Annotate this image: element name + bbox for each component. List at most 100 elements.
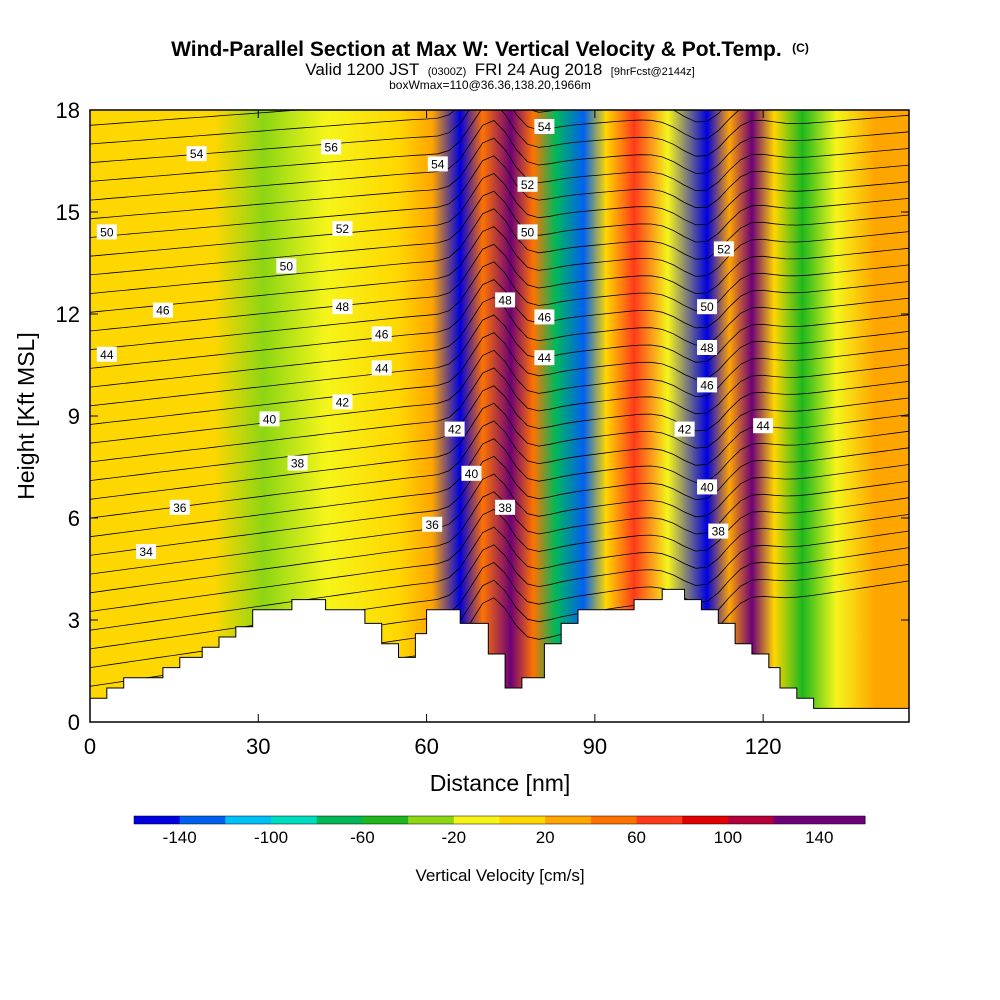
copyright-mark: (C)	[792, 41, 809, 55]
y-tick-label: 6	[68, 506, 80, 531]
colorbar-swatch	[316, 816, 363, 824]
isentrope-line	[90, 314, 909, 407]
isentrope-line	[90, 261, 909, 351]
svg-text:Wind-Parallel Section at Max W: Wind-Parallel Section at Max W: Vertical…	[171, 38, 809, 61]
colorbar-swatch	[590, 816, 638, 824]
contour-label-text: 52	[336, 222, 350, 236]
x-tick-label: 90	[583, 734, 607, 759]
colorbar-swatch	[271, 816, 318, 824]
isentrope-line	[90, 226, 909, 313]
contour-label: 48	[495, 292, 516, 308]
colorbar-swatch	[819, 816, 866, 824]
y-tick-label: 12	[56, 302, 80, 327]
contour-label-text: 44	[375, 361, 389, 375]
contour-label: 42	[674, 421, 695, 437]
x-axis-label: Distance [nm]	[430, 770, 571, 796]
contour-label-text: 42	[678, 423, 692, 437]
contour-label-bg	[444, 421, 465, 437]
colorbar-tick-label: -100	[254, 828, 288, 847]
contour-label: 48	[697, 340, 718, 355]
chart-title: Wind-Parallel Section at Max W: Vertical…	[171, 38, 782, 61]
x-axis-ticks: 0 30 60 90 120	[84, 110, 782, 759]
colorbar-frame	[133, 815, 866, 825]
x-tick-label: 120	[745, 734, 782, 759]
isentrope-line	[90, 347, 909, 444]
contour-label-bg	[674, 421, 695, 437]
contour-label-bg	[427, 156, 448, 172]
y-tick-label: 3	[68, 608, 80, 633]
contour-label: 46	[152, 302, 173, 318]
terrain-mask	[90, 588, 909, 722]
contour-label-text: 42	[336, 395, 350, 409]
colorbar-swatch	[408, 816, 455, 824]
contour-label-bg	[495, 292, 516, 308]
colorbar-swatch	[453, 816, 500, 824]
contour-label: 40	[259, 411, 280, 427]
y-tick-label: 18	[56, 98, 80, 123]
colorbar-tick-label: -60	[350, 828, 375, 847]
isentrope-line	[90, 364, 909, 463]
forecast-label: [9hrFcst@2144z]	[611, 66, 695, 78]
contour-label-bg	[259, 411, 280, 427]
contour-label-text: 50	[700, 300, 714, 314]
title-block: Wind-Parallel Section at Max W: Vertical…	[171, 38, 809, 92]
contour-label-bg	[461, 465, 482, 481]
contour-label-text: 44	[538, 351, 552, 365]
contour-label-bg	[96, 346, 117, 362]
contour-label-text: 48	[498, 293, 512, 307]
contour-label-bg	[186, 146, 207, 162]
contour-label-bg	[332, 299, 353, 315]
colorbar-swatch	[225, 816, 272, 824]
isentrope-line	[90, 137, 909, 220]
isentrope-line	[90, 514, 909, 631]
isentrope-line	[90, 110, 909, 182]
contour-label-bg	[152, 302, 173, 318]
contour-label-bg	[332, 221, 353, 236]
contour-label-bg	[713, 241, 734, 257]
contour-label-text: 50	[280, 259, 294, 273]
contour-label-bg	[697, 479, 718, 495]
colorbar-swatch	[545, 816, 592, 824]
contour-label-bg	[534, 119, 555, 134]
contour-label-text: 46	[375, 327, 389, 341]
contour-label-bg	[169, 499, 190, 515]
contour-label-bg	[517, 224, 538, 240]
contour-label: 44	[96, 346, 117, 362]
contour-label-bg	[371, 360, 392, 376]
contour-label-text: 46	[538, 310, 552, 324]
contour-label-bg	[697, 340, 718, 355]
colorbar-swatch	[682, 816, 729, 824]
isentrope-line	[90, 279, 909, 369]
valid-time-label: Valid 1200 JST	[305, 60, 419, 79]
contour-labels: 54 56 50 52 50 46 48 44 46 44 42 40 38 36 34 36 54 52 50 54…	[96, 119, 774, 559]
contour-label-bg	[534, 309, 555, 325]
contour-label-text: 54	[431, 157, 445, 171]
isentrope-line	[90, 464, 909, 575]
contour-label-bg	[332, 394, 353, 410]
contour-label-text: 36	[173, 501, 187, 515]
isentrope-line	[90, 380, 909, 481]
contour-label: 38	[287, 455, 308, 471]
contour-label-bg	[697, 377, 718, 393]
colorbar-tick-label: -140	[163, 828, 197, 847]
contour-label-bg	[136, 544, 157, 559]
colorbar-swatch	[362, 816, 409, 824]
contour-label-text: 42	[448, 423, 462, 437]
contour-label-text: 46	[156, 304, 170, 318]
y-tick-label: 0	[68, 710, 80, 735]
plot-area: 54 56 50 52 50 46 48 44 46 44 42 40 38 36 34 36 54 52 50 54…	[90, 110, 909, 722]
isentrope-line	[90, 208, 909, 294]
contour-label-text: 54	[538, 120, 552, 134]
contour-label-text: 36	[426, 518, 440, 532]
contour-label-bg	[697, 299, 718, 315]
contour-label-bg	[517, 176, 538, 192]
box-wmax-label: boxWmax=110@36.36,138.20,1966m	[389, 78, 591, 92]
vertical-velocity-field	[90, 110, 909, 722]
contour-label: 44	[534, 350, 555, 366]
contour-label-text: 44	[756, 419, 770, 433]
y-tick-label: 15	[56, 200, 80, 225]
contour-label: 50	[276, 258, 297, 274]
contour-label-text: 44	[100, 348, 114, 362]
colorbar-tick-label: 140	[805, 828, 833, 847]
